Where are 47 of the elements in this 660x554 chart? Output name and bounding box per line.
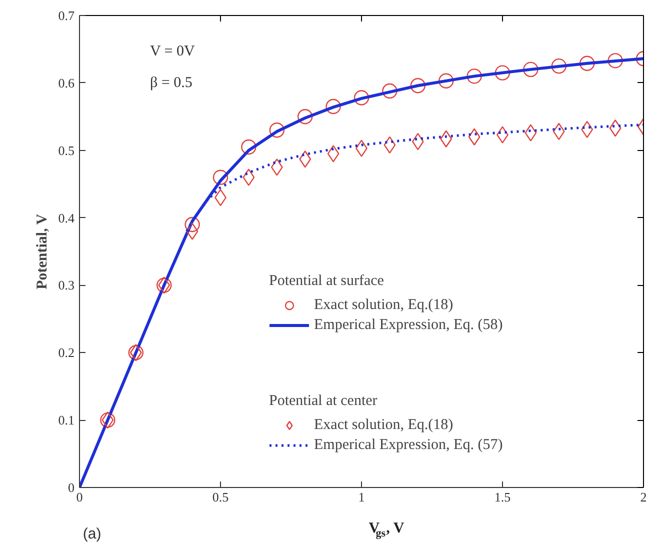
point <box>269 122 284 138</box>
annotation: β = 0.5 <box>150 75 192 92</box>
point <box>327 145 340 162</box>
legend-label: Exact solution, Eq.(18) <box>314 416 454 434</box>
y-tick-label: 0.1 <box>58 412 74 428</box>
point <box>354 90 370 106</box>
point <box>212 170 228 185</box>
annotation: V = 0V <box>150 43 196 60</box>
legend-label: Exact solution, Eq.(18) <box>314 296 454 314</box>
x-tick-label: 0.5 <box>212 490 229 504</box>
point <box>242 168 255 186</box>
point <box>609 120 622 137</box>
point <box>494 65 510 80</box>
point <box>524 124 537 142</box>
legend-label: Emperical Expression, Eq. (57) <box>314 436 503 454</box>
point <box>186 222 198 240</box>
point <box>241 139 256 155</box>
y-tick-label: 0.7 <box>58 8 75 23</box>
annotation: Potential at surface <box>269 273 385 290</box>
point <box>580 56 595 71</box>
point <box>184 216 200 232</box>
point <box>523 62 538 78</box>
x-tick-label: 1 <box>358 490 365 504</box>
y-tick-label: 0.6 <box>58 75 75 90</box>
point <box>440 130 452 148</box>
y-axis-title: Potential, V <box>34 214 50 290</box>
annotation: Potential at center <box>269 393 378 410</box>
point <box>299 150 312 168</box>
point <box>326 98 341 114</box>
point <box>468 128 480 146</box>
point <box>551 58 566 74</box>
legend-label: Emperical Expression, Eq. (58) <box>314 316 503 334</box>
x-tick-label: 1.5 <box>494 490 511 504</box>
y-tick-label: 0.4 <box>58 210 75 226</box>
point <box>608 53 623 68</box>
point <box>298 109 313 124</box>
y-tick-label: 0.3 <box>58 278 74 293</box>
y-tick-label: 0.5 <box>58 142 74 158</box>
y-tick-label: 0.2 <box>58 345 74 360</box>
point <box>466 68 482 84</box>
x-tick-label: 2 <box>640 490 647 504</box>
point <box>410 78 426 94</box>
point <box>382 83 398 99</box>
text: (a) <box>82 526 102 542</box>
point <box>270 158 283 176</box>
y-tick-label: 0 <box>68 480 74 495</box>
point <box>438 73 454 88</box>
